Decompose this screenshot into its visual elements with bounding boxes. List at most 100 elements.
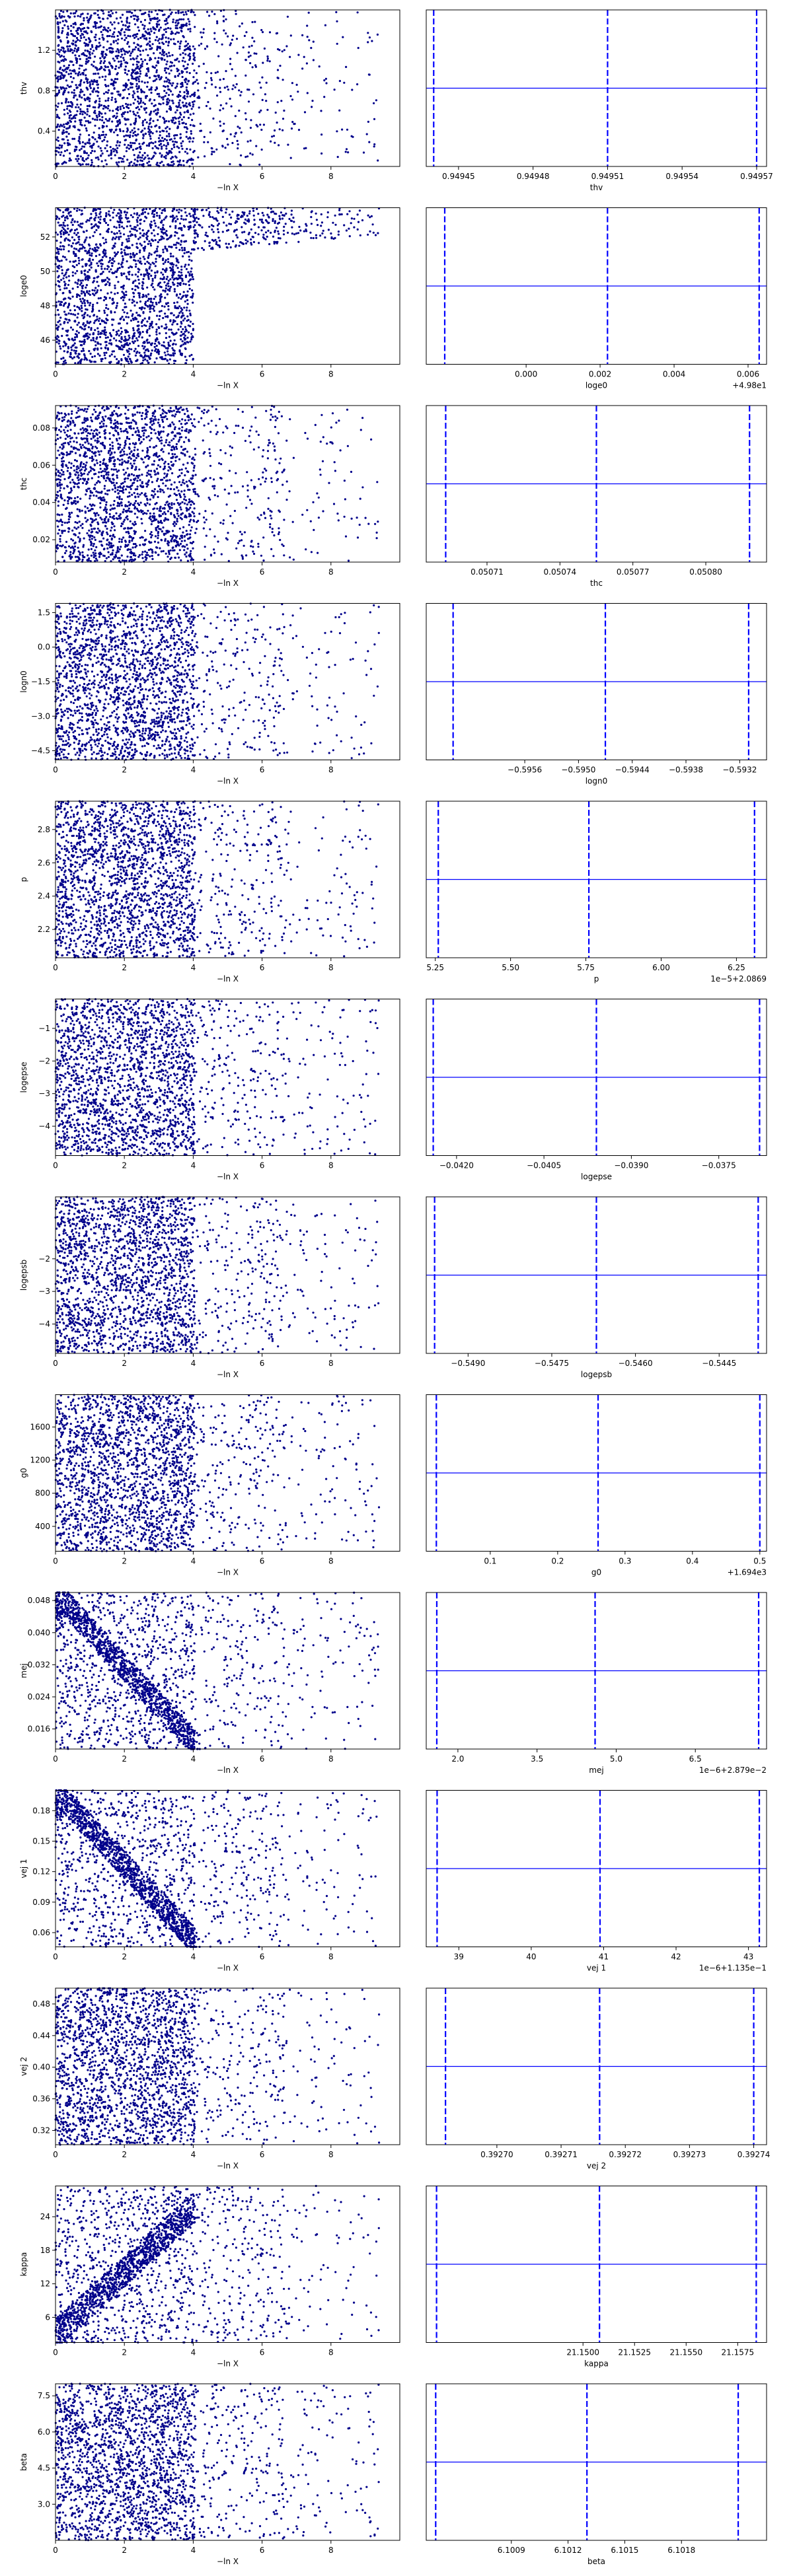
scatter-point xyxy=(161,209,163,211)
scatter-point xyxy=(173,163,175,165)
scatter-point xyxy=(151,326,153,328)
scatter-point xyxy=(123,273,125,275)
scatter-point xyxy=(128,316,130,318)
scatter-point xyxy=(156,254,158,256)
scatter-point xyxy=(153,32,155,34)
scatter-point xyxy=(137,225,139,227)
scatter-point xyxy=(115,129,117,131)
scatter-point xyxy=(100,113,102,115)
scatter-point xyxy=(136,230,138,232)
scatter-point xyxy=(192,104,194,106)
scatter-point xyxy=(78,357,80,359)
scatter-point xyxy=(163,102,165,104)
scatter-point xyxy=(229,98,231,100)
scatter-point xyxy=(96,84,98,86)
scatter-point xyxy=(152,286,154,288)
scatter-point xyxy=(79,108,81,110)
scatter-point xyxy=(130,87,132,89)
scatter-point xyxy=(130,142,132,144)
scatter-point xyxy=(57,45,59,47)
scatter-point xyxy=(67,48,69,50)
scatter-point xyxy=(135,118,137,120)
scatter-point xyxy=(118,230,120,232)
scatter-point xyxy=(70,13,72,15)
scatter-point xyxy=(65,550,67,552)
scatter-point xyxy=(165,332,167,334)
scatter-point xyxy=(161,238,163,240)
scatter-point xyxy=(278,531,280,533)
scatter-point xyxy=(192,323,194,325)
scatter-point xyxy=(107,308,109,310)
scatter-point xyxy=(204,136,206,138)
scatter-point xyxy=(166,135,168,137)
scatter-point xyxy=(153,229,155,231)
scatter-point xyxy=(111,99,113,101)
scatter-point xyxy=(162,98,164,100)
scatter-point xyxy=(372,223,374,225)
scatter-point xyxy=(237,236,239,238)
scatter-point xyxy=(238,89,240,91)
scatter-point xyxy=(165,157,167,159)
scatter-point xyxy=(82,285,84,287)
scatter-point xyxy=(85,221,87,223)
scatter-point xyxy=(147,157,149,159)
scatter-point xyxy=(78,67,80,69)
scatter-point xyxy=(180,229,182,231)
scatter-point xyxy=(120,29,122,31)
scatter-point xyxy=(241,231,243,233)
scatter-point xyxy=(74,35,76,37)
scatter-point xyxy=(182,52,184,54)
scatter-point xyxy=(167,22,169,24)
scatter-point xyxy=(109,52,111,54)
scatter-point xyxy=(252,66,254,68)
scatter-point xyxy=(150,353,152,355)
scatter-point xyxy=(177,125,179,127)
scatter-point xyxy=(225,147,227,149)
scatter-point xyxy=(110,291,112,293)
scatter-point xyxy=(342,36,344,38)
scatter-point xyxy=(112,110,114,112)
scatter-point xyxy=(140,273,142,275)
scatter-point xyxy=(151,254,153,256)
scatter-point xyxy=(70,538,72,540)
scatter-point xyxy=(311,223,313,225)
scatter-point xyxy=(111,96,113,98)
scatter-point xyxy=(138,352,140,354)
scatter-point xyxy=(330,233,332,234)
scatter-point xyxy=(73,248,75,250)
scatter-point xyxy=(245,239,246,241)
scatter-point xyxy=(309,232,311,234)
scatter-point xyxy=(97,73,99,75)
scatter-point xyxy=(319,65,321,67)
scatter-point xyxy=(70,114,72,116)
scatter-point xyxy=(209,245,211,247)
scatter-point xyxy=(91,223,93,225)
scatter-point xyxy=(135,78,137,80)
scatter-point xyxy=(95,27,97,29)
scatter-point xyxy=(150,343,152,345)
scatter-point xyxy=(126,260,128,262)
scatter-point xyxy=(108,120,110,122)
scatter-point xyxy=(116,236,118,238)
scatter-point xyxy=(248,210,250,212)
scatter-point xyxy=(122,116,124,118)
scatter-point xyxy=(193,226,195,228)
scatter-point xyxy=(144,119,146,121)
scatter-point xyxy=(167,341,169,343)
scatter-point xyxy=(139,258,141,260)
scatter-point xyxy=(149,354,151,356)
scatter-point xyxy=(128,46,130,48)
scatter-point xyxy=(170,312,172,314)
scatter-point xyxy=(67,225,69,227)
scatter-point xyxy=(180,326,182,328)
scatter-point xyxy=(280,237,282,239)
scatter-point xyxy=(81,113,83,115)
scatter-point xyxy=(149,40,151,42)
scatter-point xyxy=(110,83,112,85)
scatter-point xyxy=(169,139,171,141)
scatter-point xyxy=(81,213,83,215)
scatter-point xyxy=(133,113,135,115)
scatter-point xyxy=(210,554,212,556)
scatter-point xyxy=(145,513,147,515)
scatter-point xyxy=(117,38,119,40)
